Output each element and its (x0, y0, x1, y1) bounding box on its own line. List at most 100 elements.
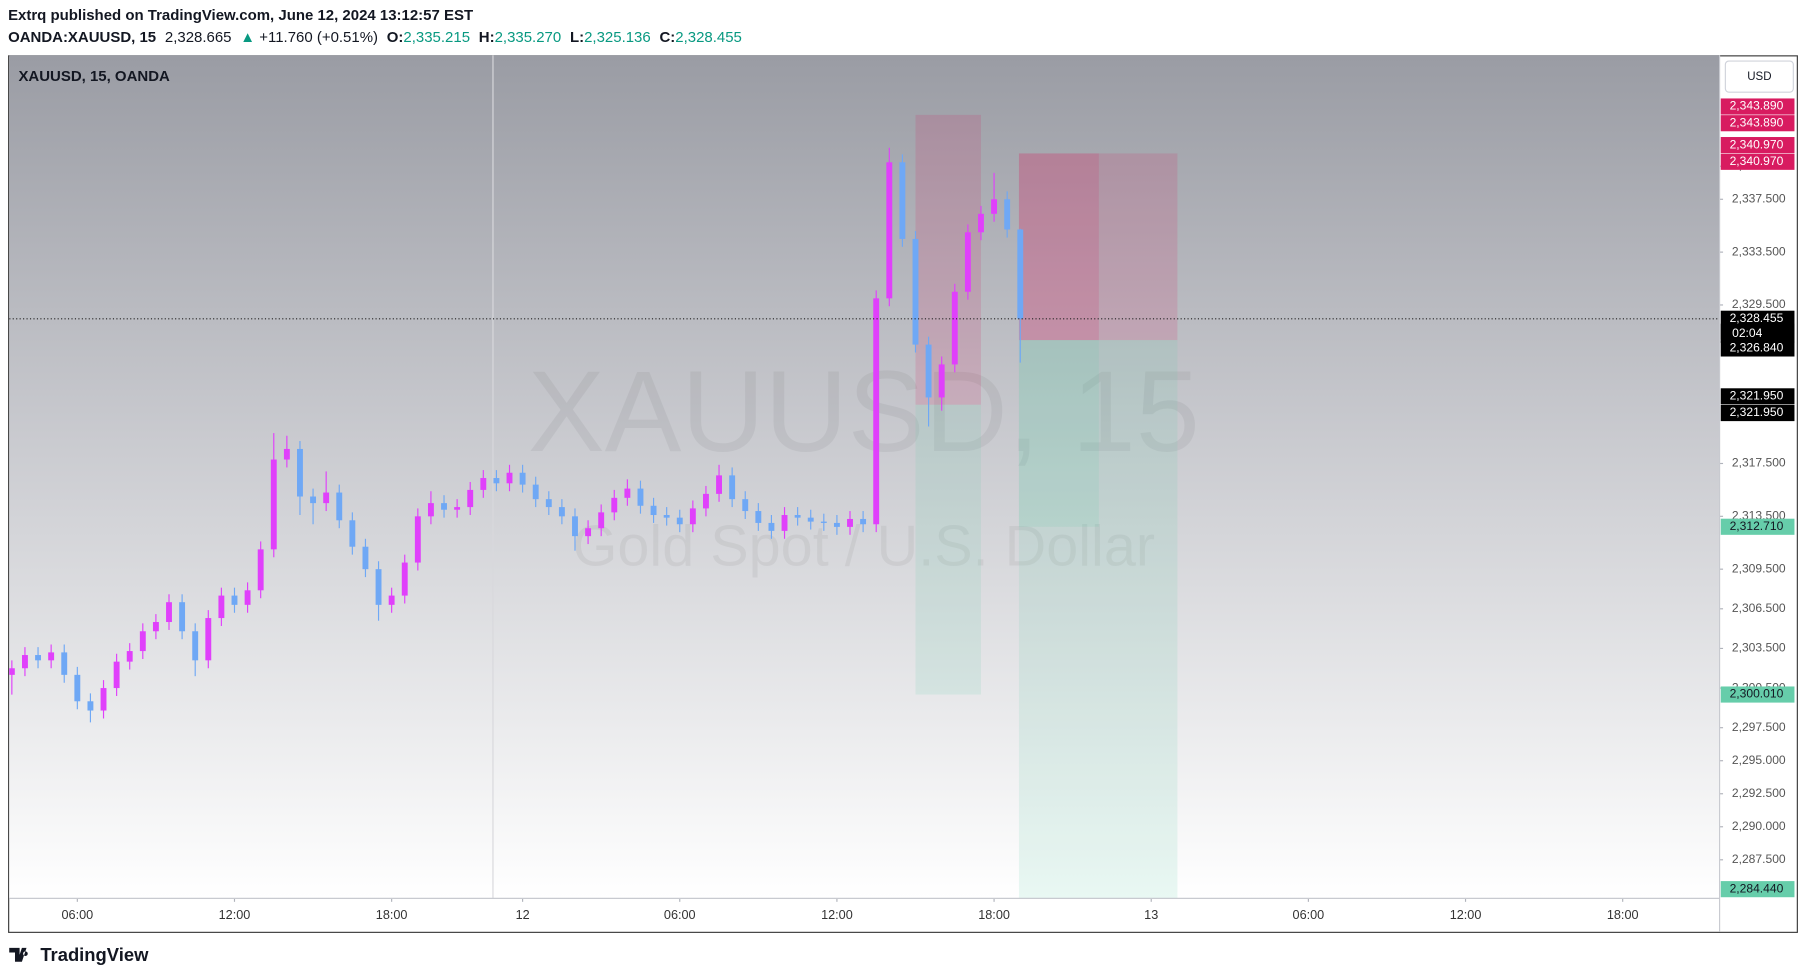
symbol-line: OANDA:XAUUSD, 15 2,328.665 ▲ +11.760 (+0… (8, 29, 742, 46)
price-marker-label: 2,300.010 (1730, 687, 1784, 701)
candle-body (48, 652, 55, 661)
candle-body (205, 618, 212, 661)
low-key: L: (570, 29, 584, 46)
candle-body (676, 517, 683, 525)
candle-body (87, 701, 94, 711)
candle-body (951, 291, 958, 365)
price-marker-label: 2,284.440 (1730, 881, 1784, 895)
candle-body (938, 364, 945, 398)
candle-body (847, 518, 853, 527)
price-marker-label: 2,312.710 (1730, 519, 1784, 533)
price-marker-box (1720, 153, 1795, 170)
candle-body (467, 489, 474, 508)
candle-body (742, 499, 749, 512)
candle-body (781, 515, 788, 531)
candle-body (480, 478, 487, 490)
target-zone (915, 404, 981, 695)
candle-body (270, 459, 277, 550)
candle-body (388, 595, 395, 605)
y-tick-label: 2,297.500 (1732, 720, 1786, 734)
x-tick-label: 12 (516, 908, 530, 922)
candle-body (572, 516, 578, 537)
candle-body (585, 528, 592, 537)
candle-body (427, 503, 434, 517)
x-tick-label: 12:00 (821, 908, 853, 922)
high: 2,335.270 (495, 29, 562, 46)
price-marker-box (1720, 115, 1795, 132)
price-marker-box (1720, 137, 1795, 154)
x-tick-label: 18:00 (376, 908, 408, 922)
candle-body (441, 503, 447, 510)
candle-body (820, 521, 827, 523)
x-tick-label: 12:00 (219, 908, 251, 922)
candle-body (886, 162, 893, 299)
candle-body (716, 475, 722, 494)
watermark-subtitle: Gold Spot / U.S. Dollar (573, 515, 1155, 579)
currency-label[interactable]: USD (1747, 71, 1771, 83)
x-tick-label: 18:00 (1607, 908, 1639, 922)
candle-body (74, 674, 81, 702)
open: 2,335.215 (403, 29, 470, 46)
candle-body (663, 515, 670, 518)
candle-body (283, 448, 290, 460)
candle-body (991, 199, 998, 214)
candle-body (833, 522, 840, 527)
candle-body (729, 475, 736, 500)
candle-body (9, 668, 15, 675)
y-tick-label: 2,329.500 (1732, 297, 1786, 311)
candle-body (506, 472, 513, 484)
candle-body (323, 492, 330, 504)
candle-body (545, 499, 552, 508)
price-marker-box (1720, 404, 1795, 422)
candle-body (21, 655, 28, 669)
published-line: Extrq published on TradingView.com, June… (8, 7, 473, 24)
candle-body (414, 516, 421, 563)
candle-body (297, 448, 303, 497)
y-tick-label: 2,337.500 (1732, 191, 1786, 205)
candle-body (703, 493, 709, 509)
open-key: O: (387, 29, 404, 46)
last-price-box (1720, 310, 1795, 343)
target-zone (1018, 340, 1099, 527)
candle-body (768, 522, 775, 531)
y-tick-label: 2,333.500 (1732, 244, 1786, 258)
price-marker-box (1720, 881, 1795, 898)
candle-body (179, 602, 186, 632)
price-marker-label: 2,343.890 (1730, 99, 1784, 113)
plot-background (9, 55, 1720, 899)
candle-body (310, 496, 317, 504)
candle-body (336, 492, 343, 521)
price-marker-box (1720, 340, 1795, 357)
candle-body (624, 488, 631, 498)
price-marker-label: 2,326.840 (1730, 341, 1784, 355)
candle-body (139, 631, 146, 652)
change: +11.760 (+0.51%) (259, 29, 378, 46)
candle-body (349, 520, 356, 547)
candle-body (493, 478, 500, 484)
candle-body (873, 298, 880, 525)
high-key: H: (479, 29, 495, 46)
currency-button[interactable] (1724, 60, 1794, 93)
candle-body (35, 655, 41, 661)
x-tick-label: 12:00 (1450, 908, 1482, 922)
author: Extrq published on TradingView.com, June… (8, 7, 473, 24)
candle-body (401, 562, 408, 596)
price-marker-label: 2,343.890 (1730, 115, 1784, 129)
price-marker-label: 2,321.950 (1730, 389, 1784, 403)
candle-body (925, 344, 932, 398)
candle-body (794, 515, 801, 518)
y-tick-label: 2,309.500 (1732, 561, 1786, 575)
x-tick-label: 06:00 (664, 908, 696, 922)
candle-body (519, 472, 526, 485)
logo-mark (9, 947, 28, 962)
y-tick-label: 2,292.500 (1732, 786, 1786, 800)
stop-zone (915, 114, 981, 405)
candle-body (375, 569, 382, 605)
price-marker-box (1720, 686, 1795, 703)
candle-body (637, 488, 644, 506)
candle-body (755, 511, 762, 523)
stop-zone (1018, 153, 1099, 341)
candle-body (1017, 229, 1024, 319)
candle-body (611, 497, 618, 513)
